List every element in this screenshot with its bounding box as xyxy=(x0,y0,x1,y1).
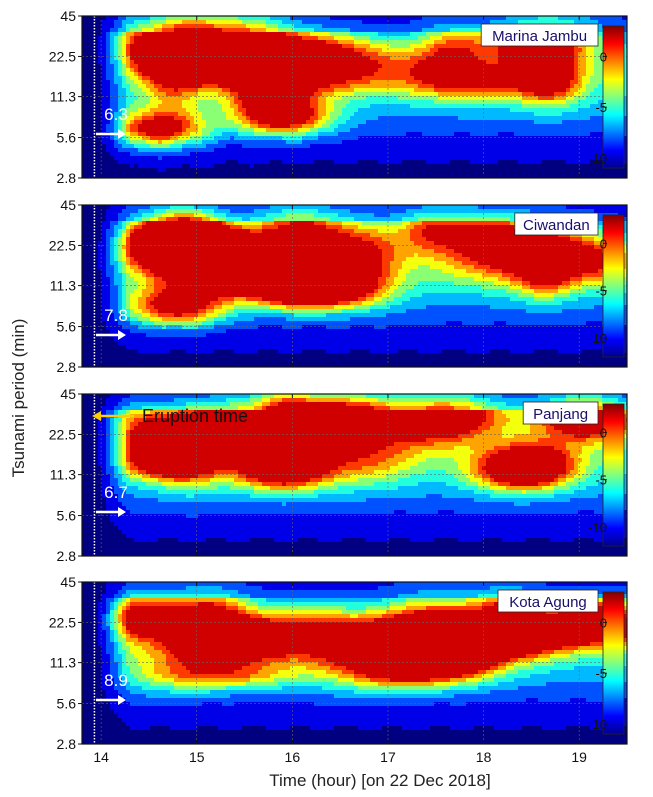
y-tick-label: 2.8 xyxy=(57,736,77,752)
eruption-label: Eruption time xyxy=(142,406,248,426)
colorbar: 0 -5 -10 xyxy=(588,25,625,169)
colorbar: 0 -5 -10 xyxy=(588,403,625,547)
arrow-icon xyxy=(118,330,126,340)
period-value: 7.8 xyxy=(104,306,128,325)
arrow-left-icon xyxy=(92,411,101,421)
colorbar: 0 -5 -10 xyxy=(588,214,625,358)
y-tick-label: 11.3 xyxy=(50,467,76,483)
colorbar-tick-label: -5 xyxy=(595,284,607,299)
eruption-annotation: Eruption time xyxy=(92,406,248,426)
y-tick-label: 22.5 xyxy=(49,237,76,253)
station-label: Ciwandan xyxy=(514,212,599,236)
y-tick-label: 45 xyxy=(60,197,76,213)
x-tick-label: 15 xyxy=(189,749,205,765)
spectrum-field xyxy=(82,582,627,744)
x-tick-label: 19 xyxy=(571,749,587,765)
colorbar-tick-label: 0 xyxy=(600,236,607,251)
colorbar-tick-label: 0 xyxy=(600,425,607,440)
y-axis-label: Tsunami period (min) xyxy=(9,319,28,478)
period-value: 8.9 xyxy=(104,671,128,690)
arrow-icon xyxy=(118,507,126,517)
period-annotation: 6.7 xyxy=(96,483,128,517)
colorbar-tick-label: -10 xyxy=(588,331,607,346)
period-value: 6.7 xyxy=(104,483,128,502)
colorbar-tick-label: -10 xyxy=(588,717,607,732)
y-tick-label: 5.6 xyxy=(57,696,77,712)
x-tick-label: 14 xyxy=(93,749,109,765)
panel-1: 45 22.5 11.3 5.6 2.8 Marina Jambu 0 -5 -10 6.3 xyxy=(49,8,628,186)
y-tick-label: 22.5 xyxy=(49,426,76,442)
y-tick-label: 22.5 xyxy=(49,48,76,64)
panel-2: 45 22.5 11.3 5.6 2.8 Ciwandan 0 -5 -10 7.8 xyxy=(49,197,628,375)
station-label: Marina Jambu xyxy=(480,23,599,47)
y-tick-label: 45 xyxy=(60,386,76,402)
period-value: 6.3 xyxy=(104,105,128,124)
y-tick-label: 45 xyxy=(60,8,76,24)
station-name: Kota Agung xyxy=(509,594,587,611)
y-tick-label: 5.6 xyxy=(57,319,77,335)
x-tick-label: 17 xyxy=(380,749,396,765)
colorbar-tick-label: -10 xyxy=(588,151,607,166)
y-tick-label: 5.6 xyxy=(57,508,77,524)
period-annotation: 8.9 xyxy=(96,671,128,705)
station-name: Ciwandan xyxy=(523,217,590,234)
period-annotation: 6.3 xyxy=(96,105,128,139)
x-axis-label: Time (hour) [on 22 Dec 2018] xyxy=(269,771,490,790)
y-tick-label: 2.8 xyxy=(57,359,77,375)
colorbar-tick-label: 0 xyxy=(600,49,607,64)
colorbar-tick-label: -5 xyxy=(595,666,607,681)
panel-4: 45 22.5 11.3 5.6 2.8 14 15 16 17 18 19 Kota Agung 0 -… xyxy=(49,574,628,765)
colorbar-tick-label: -5 xyxy=(595,100,607,115)
arrow-icon xyxy=(118,695,126,705)
y-tick-label: 2.8 xyxy=(57,170,77,186)
period-annotation: 7.8 xyxy=(96,306,128,340)
station-label: Panjang xyxy=(522,401,599,425)
y-tick-label: 2.8 xyxy=(57,548,77,564)
x-tick-label: 16 xyxy=(285,749,301,765)
colorbar-tick-label: -10 xyxy=(588,520,607,535)
y-tick-label: 45 xyxy=(60,574,76,590)
station-name: Panjang xyxy=(533,406,588,423)
y-tick-label: 11.3 xyxy=(50,89,76,105)
colorbar-tick-label: 0 xyxy=(600,615,607,630)
y-tick-label: 11.3 xyxy=(50,278,76,294)
station-name: Marina Jambu xyxy=(492,28,587,45)
colorbar-tick-label: -5 xyxy=(595,473,607,488)
y-tick-label: 11.3 xyxy=(50,655,76,671)
y-tick-label: 22.5 xyxy=(49,614,76,630)
spectrum-field xyxy=(82,205,627,367)
panel-3: 45 22.5 11.3 5.6 2.8 Panjang 0 -5 -10 6.7 Eruption… xyxy=(49,386,628,564)
colorbar: 0 -5 -10 xyxy=(588,591,625,735)
y-tick-label: 5.6 xyxy=(57,130,77,146)
station-label: Kota Agung xyxy=(497,589,599,613)
arrow-icon xyxy=(118,129,126,139)
x-tick-label: 18 xyxy=(476,749,492,765)
